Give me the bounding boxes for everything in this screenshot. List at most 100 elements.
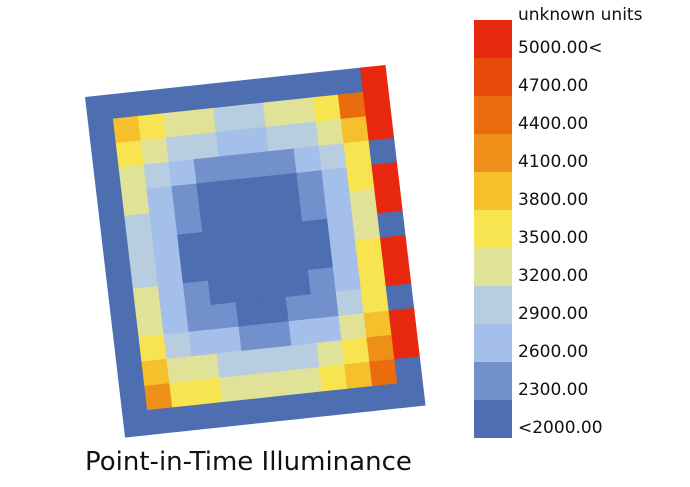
heat-cell xyxy=(143,161,172,190)
heat-cell xyxy=(291,342,320,371)
heat-cell xyxy=(104,264,134,292)
heat-cell xyxy=(182,280,212,309)
heat-cell xyxy=(249,199,278,228)
heat-cell xyxy=(202,229,231,257)
heat-cell xyxy=(218,153,247,182)
legend-swatch xyxy=(474,58,512,96)
heat-cell xyxy=(135,88,164,117)
heat-cell xyxy=(118,164,147,192)
heat-cell xyxy=(343,140,372,168)
heat-cell xyxy=(137,113,167,141)
heat-cell xyxy=(329,240,359,268)
legend-label: <2000.00 xyxy=(518,418,603,438)
heat-cell xyxy=(324,191,353,220)
heat-cell xyxy=(194,377,223,406)
heat-cell xyxy=(357,261,387,290)
heat-cell xyxy=(360,64,389,93)
heat-cell xyxy=(338,313,367,341)
heat-cell xyxy=(260,75,289,104)
heat-cell xyxy=(388,307,417,336)
heat-cell xyxy=(265,124,295,152)
legend-label: 3200.00 xyxy=(518,266,588,286)
heat-cell xyxy=(374,186,403,214)
heat-cell xyxy=(382,259,412,287)
heat-cell xyxy=(315,118,345,147)
heatmap xyxy=(85,64,426,438)
heat-cell xyxy=(227,226,256,255)
heat-cell xyxy=(379,234,409,263)
heat-cell xyxy=(319,364,348,392)
heat-cell xyxy=(171,183,200,211)
heat-cell xyxy=(193,156,222,184)
heat-cell xyxy=(196,180,225,209)
legend-swatch xyxy=(474,324,512,362)
heat-cell xyxy=(372,383,401,411)
legend-swatch xyxy=(474,362,512,400)
heat-cell xyxy=(352,213,381,241)
legend-unit: unknown units xyxy=(518,5,643,25)
heat-cell xyxy=(177,232,206,260)
heat-cell xyxy=(310,70,339,98)
heat-cell xyxy=(310,291,340,320)
heat-cell xyxy=(179,256,209,284)
heat-cell xyxy=(149,210,178,238)
heat-cell xyxy=(222,399,251,427)
heat-cell xyxy=(282,269,312,298)
heat-cell xyxy=(188,329,217,357)
heat-cell xyxy=(312,94,342,123)
heat-cell xyxy=(166,356,195,384)
heat-cell xyxy=(215,129,245,158)
heat-cell xyxy=(347,386,376,414)
heat-cell xyxy=(102,240,131,268)
heat-cell xyxy=(285,294,315,322)
legend-label: 2600.00 xyxy=(518,342,588,362)
heat-cell xyxy=(190,132,220,160)
heat-cell xyxy=(363,310,392,339)
legend-label: 3800.00 xyxy=(518,190,588,210)
heat-cell xyxy=(107,288,137,317)
heat-cell xyxy=(318,143,347,171)
heat-cell xyxy=(229,250,259,279)
heat-cell xyxy=(288,318,317,347)
heat-cell xyxy=(160,307,190,336)
heat-cell xyxy=(307,267,337,295)
heat-cell xyxy=(147,407,176,435)
legend-swatch xyxy=(474,96,512,134)
heat-cell xyxy=(322,388,351,417)
legend-label: 3500.00 xyxy=(518,228,588,248)
heat-cell xyxy=(247,396,276,425)
heat-cell xyxy=(371,162,400,190)
heat-cell xyxy=(115,140,145,168)
legend-swatch xyxy=(474,286,512,324)
heat-cell xyxy=(113,337,142,365)
heat-cell xyxy=(354,237,384,266)
heat-cell xyxy=(127,237,156,265)
heat-cell xyxy=(302,218,331,247)
heat-cell xyxy=(252,224,281,252)
heat-cell xyxy=(90,142,120,171)
heat-cell xyxy=(340,116,370,144)
heat-cell xyxy=(268,148,297,176)
heat-cell xyxy=(135,310,165,338)
heat-cell xyxy=(244,372,273,400)
heat-cell xyxy=(290,121,320,150)
heat-cell xyxy=(243,151,272,179)
heat-cell xyxy=(266,345,295,373)
heat-cell xyxy=(174,207,203,236)
heat-cell xyxy=(296,170,325,198)
heat-cell xyxy=(360,286,390,314)
heat-cell xyxy=(112,115,142,144)
heat-cell xyxy=(327,216,356,244)
heat-cell xyxy=(365,113,395,142)
heat-cell xyxy=(152,234,181,263)
heat-cell xyxy=(141,358,170,387)
heat-cell xyxy=(221,178,250,206)
heat-cell xyxy=(257,272,287,301)
heat-cell xyxy=(87,118,117,147)
heat-cell xyxy=(304,242,334,271)
heat-cell xyxy=(144,383,173,411)
heat-cell xyxy=(212,105,242,133)
heat-cell xyxy=(185,83,214,112)
